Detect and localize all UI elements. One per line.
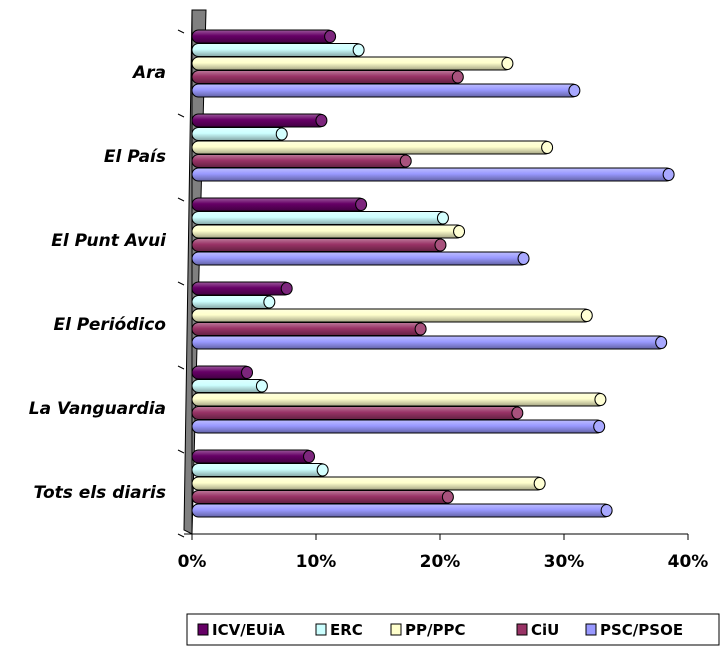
category-tick <box>177 365 185 370</box>
bar-cap-ciu-el-periodico <box>414 322 427 336</box>
bar-erc-la-vanguardia <box>191 379 267 393</box>
bar-erc-ara <box>191 43 364 57</box>
bar-cap-pp-ppc-el-pais <box>541 141 554 154</box>
category-tick <box>177 533 185 538</box>
bar-cap-ciu-ara <box>451 70 464 84</box>
bar-cap-psc-psoe-el-punt-avui <box>517 252 530 265</box>
bar-pp-ppc-tots-els-diaris <box>191 476 545 491</box>
legend-swatch-icv-euia <box>197 623 209 636</box>
legend-label-erc: ERC <box>330 621 363 639</box>
legend-label-icv-euia: ICV/EUiA <box>212 621 285 639</box>
bar-cap-erc-ara <box>352 43 365 57</box>
bar-pp-ppc-la-vanguardia <box>191 392 606 407</box>
bar-pp-ppc-ara <box>191 56 513 71</box>
bar-erc-el-punt-avui <box>191 211 448 225</box>
legend-swatch-ciu <box>516 623 528 636</box>
category-label-ara: Ara <box>131 63 166 83</box>
bar-erc-tots-els-diaris <box>191 463 328 477</box>
bar-pp-ppc-el-pais <box>191 140 553 155</box>
category-label-el-periodico: El Periódico <box>53 315 166 335</box>
bar-cap-icv-euia-el-periodico <box>280 282 293 295</box>
bar-cap-icv-euia-el-punt-avui <box>355 198 368 211</box>
bar-psc-psoe-tots-els-diaris <box>191 503 612 518</box>
bar-cap-erc-el-periodico <box>263 295 276 309</box>
x-axis-ticks: 0% 10% 20% 30% 40% <box>178 534 709 572</box>
category-labels: Ara El País El Punt Avui El Periódico La Van… <box>29 63 167 503</box>
bar-cap-pp-ppc-la-vanguardia <box>594 393 607 406</box>
bar-icv-euia-tots-els-diaris <box>191 449 315 464</box>
category-label-la-vanguardia: La Vanguardia <box>29 399 166 419</box>
bar-ciu-la-vanguardia <box>191 406 523 420</box>
x-tick-label-4: 40% <box>668 552 709 572</box>
bars-group <box>191 29 675 518</box>
bar-cap-psc-psoe-tots-els-diaris <box>600 504 613 517</box>
bar-cap-psc-psoe-la-vanguardia <box>593 420 606 433</box>
category-label-tots-els-diaris: Tots els diaris <box>34 483 166 503</box>
bar-cap-pp-ppc-ara <box>501 57 514 70</box>
x-tick-label-1: 10% <box>296 552 337 572</box>
bar-pp-ppc-el-punt-avui <box>191 224 465 239</box>
category-tick <box>177 197 185 202</box>
bar-cap-icv-euia-tots-els-diaris <box>303 450 316 463</box>
bar-psc-psoe-ara <box>191 83 580 98</box>
bar-cap-icv-euia-el-pais <box>315 114 328 127</box>
bar-ciu-el-pais <box>191 154 411 168</box>
bar-cap-erc-el-pais <box>275 127 288 141</box>
bar-icv-euia-el-punt-avui <box>191 197 367 212</box>
legend-swatch-psc-psoe <box>585 623 597 636</box>
bar-cap-erc-el-punt-avui <box>436 211 449 225</box>
bar-cap-erc-tots-els-diaris <box>316 463 329 477</box>
bar-psc-psoe-el-pais <box>191 167 674 182</box>
bar-psc-psoe-el-punt-avui <box>191 251 529 266</box>
bar-cap-ciu-la-vanguardia <box>511 406 524 420</box>
bar-cap-psc-psoe-ara <box>568 84 581 97</box>
bar-erc-el-periodico <box>191 295 275 309</box>
legend-swatch-pp-ppc <box>390 623 402 636</box>
x-tick-label-3: 30% <box>544 552 585 572</box>
legend-label-ciu: CiU <box>531 621 559 639</box>
bar-ciu-ara <box>191 70 463 84</box>
legend-label-pp-ppc: PP/PPC <box>405 621 465 639</box>
legend-swatch-erc <box>315 623 327 636</box>
bar-cap-icv-euia-la-vanguardia <box>241 366 254 379</box>
bar-ciu-el-punt-avui <box>191 238 446 252</box>
category-tick <box>177 113 185 118</box>
bar-cap-pp-ppc-tots-els-diaris <box>533 477 546 490</box>
category-label-el-punt-avui: El Punt Avui <box>51 231 167 251</box>
bar-cap-ciu-tots-els-diaris <box>441 490 454 504</box>
bar-psc-psoe-la-vanguardia <box>191 419 605 434</box>
bar-icv-euia-el-pais <box>191 113 327 128</box>
bar-icv-euia-el-periodico <box>191 281 292 296</box>
bar-cap-psc-psoe-el-periodico <box>655 336 668 349</box>
category-tick <box>177 281 185 286</box>
bar-ciu-el-periodico <box>191 322 426 336</box>
bar-psc-psoe-el-periodico <box>191 335 667 350</box>
legend-box <box>186 613 720 646</box>
bar-cap-pp-ppc-el-periodico <box>580 309 593 322</box>
category-label-el-pais: El País <box>104 147 166 167</box>
x-tick-label-2: 20% <box>420 552 461 572</box>
category-ticks <box>177 29 185 538</box>
bar-cap-pp-ppc-el-punt-avui <box>453 225 466 238</box>
bar-ciu-tots-els-diaris <box>191 490 453 504</box>
bar-cap-ciu-el-punt-avui <box>434 238 447 252</box>
bar-cap-icv-euia-ara <box>324 30 337 43</box>
x-tick-label-0: 0% <box>178 552 207 572</box>
bar-cap-erc-la-vanguardia <box>255 379 268 393</box>
bar-erc-el-pais <box>191 127 287 141</box>
bar-cap-psc-psoe-el-pais <box>662 168 675 181</box>
category-tick <box>177 449 185 454</box>
legend: ICV/EUiA ERC PP/PPC CiU PSC/PSOE <box>186 613 720 646</box>
bar-icv-euia-ara <box>191 29 336 44</box>
legend-label-psc-psoe: PSC/PSOE <box>600 621 683 639</box>
category-tick <box>177 29 185 34</box>
bar-cap-ciu-el-pais <box>399 154 412 168</box>
bar-pp-ppc-el-periodico <box>191 308 592 323</box>
